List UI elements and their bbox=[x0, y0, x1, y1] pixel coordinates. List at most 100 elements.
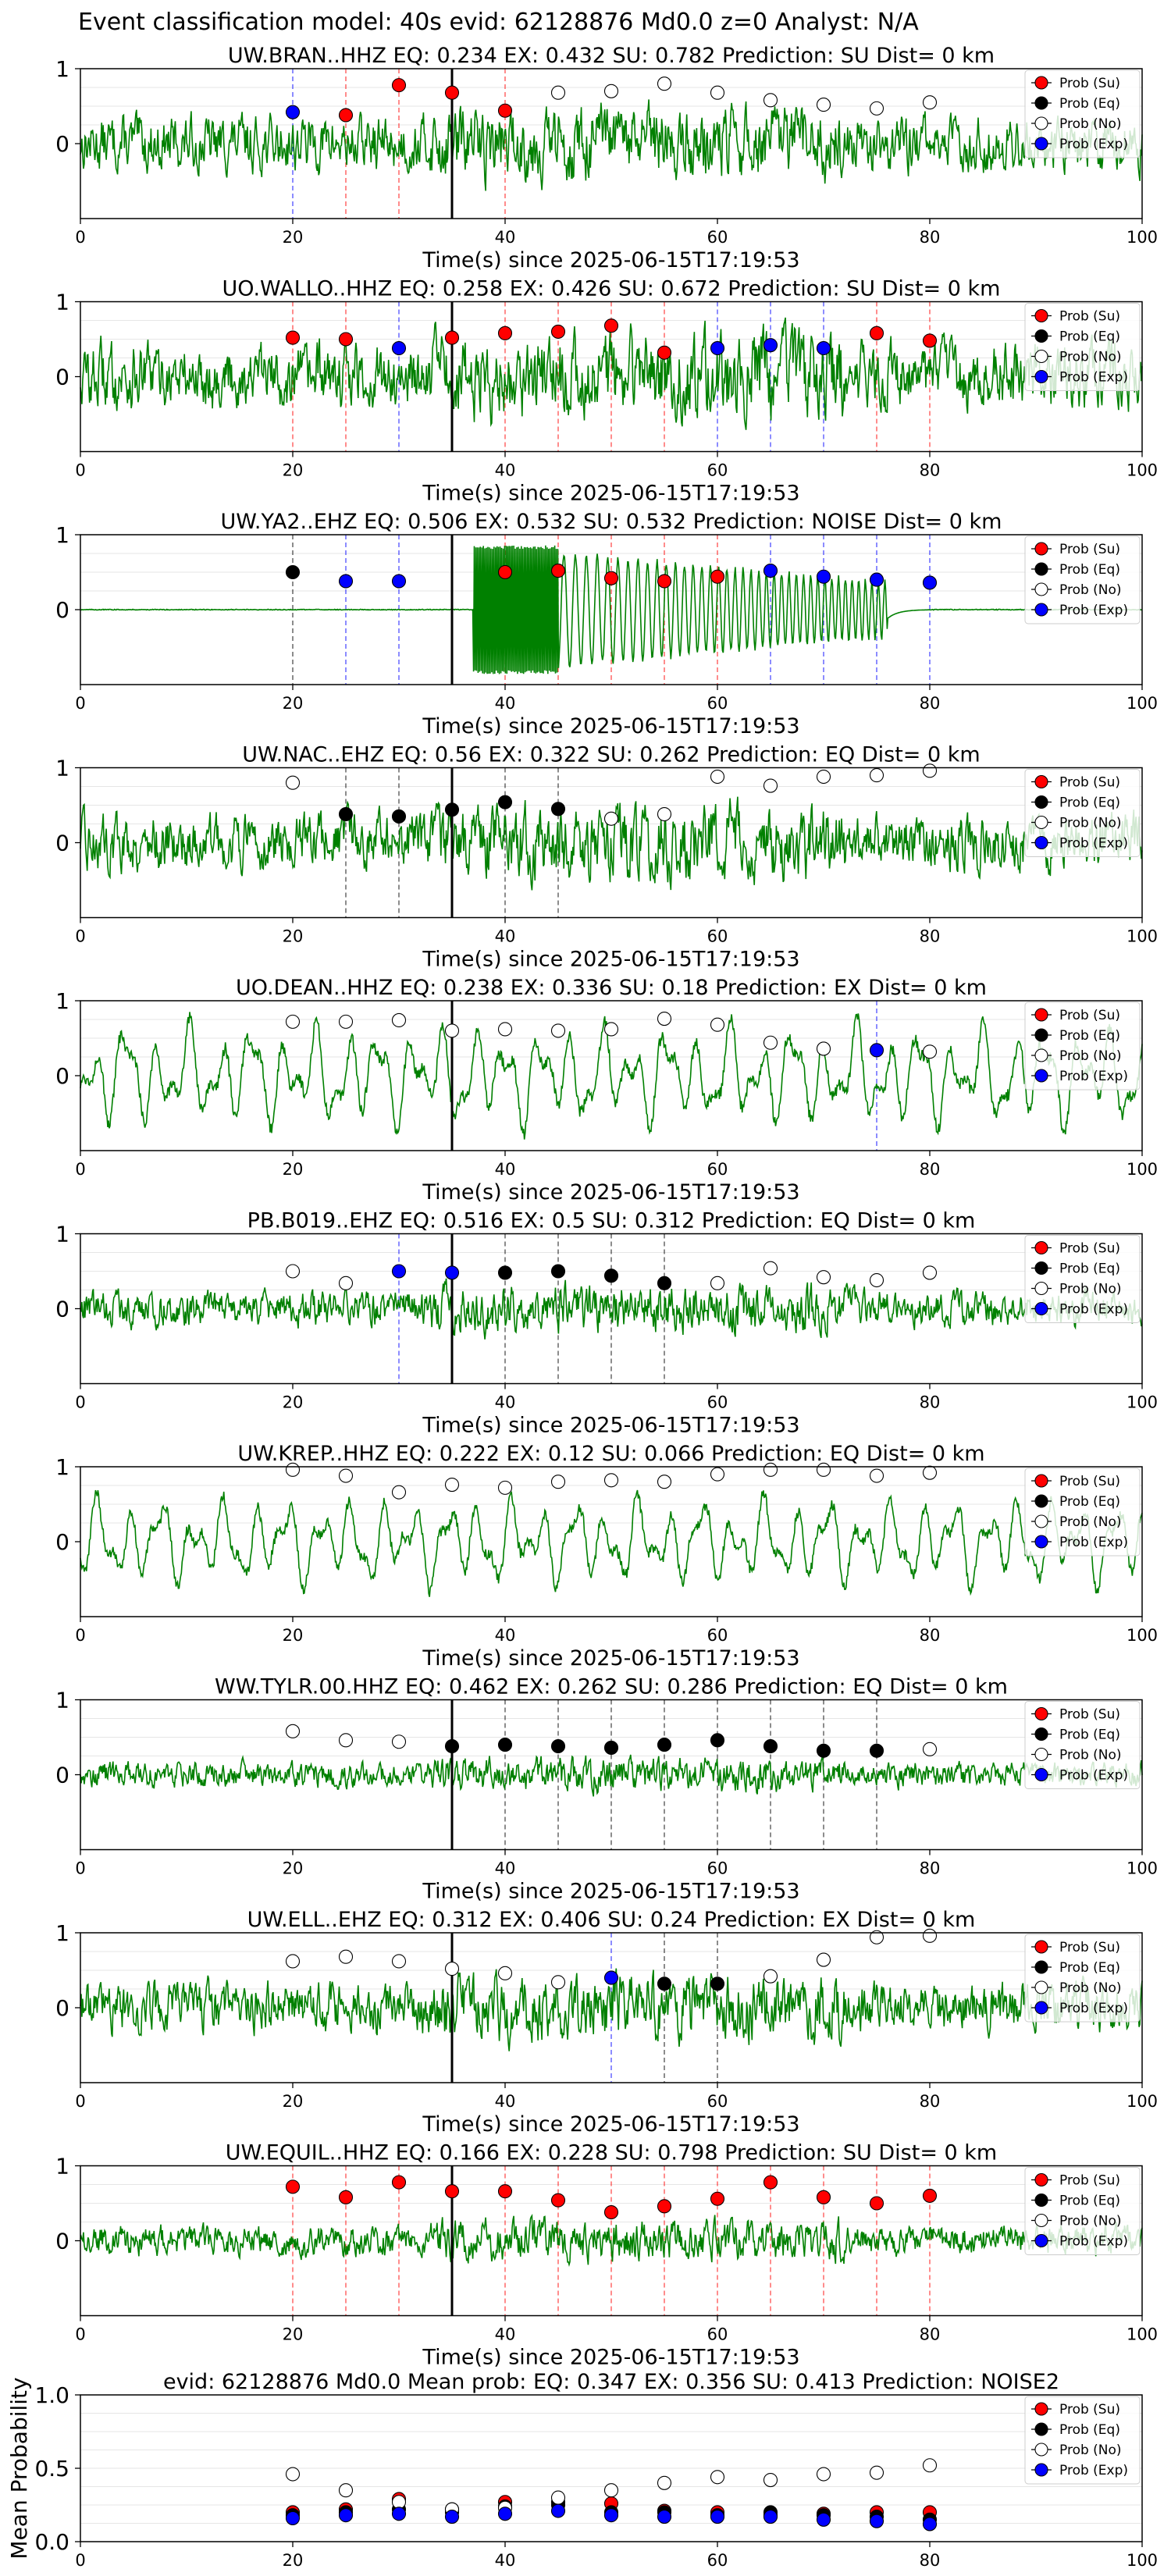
legend-no-icon bbox=[1034, 1281, 1048, 1296]
prob-eq-marker bbox=[603, 1268, 619, 1283]
waveform-panel: 0 20 40 60 80 100 0 1 PB.B019..EHZ EQ: 0.516 EX:… bbox=[55, 1209, 1158, 1438]
legend-no-icon bbox=[1034, 1048, 1048, 1062]
x-tick-label: 100 bbox=[1127, 2325, 1158, 2344]
legend-exp-label: Prob (Exp) bbox=[1059, 137, 1128, 152]
x-tick-label: 40 bbox=[495, 1160, 516, 1179]
prob-no-marker bbox=[444, 1023, 460, 1038]
legend-exp-label: Prob (Exp) bbox=[1059, 370, 1128, 386]
x-tick-label: 0 bbox=[75, 461, 85, 480]
y-tick-label: 1 bbox=[55, 1454, 69, 1480]
panel-title: UO.WALLO..HHZ EQ: 0.258 EX: 0.426 SU: 0.… bbox=[222, 277, 1001, 301]
y-tick-label: 0.5 bbox=[34, 2456, 69, 2482]
legend-eq-label: Prob (Eq) bbox=[1059, 2194, 1120, 2209]
prob-no-marker bbox=[391, 1485, 407, 1500]
legend-box bbox=[1024, 535, 1141, 624]
x-tick-label: 20 bbox=[283, 2325, 304, 2344]
x-tick-label: 60 bbox=[707, 694, 728, 713]
prob-no-marker bbox=[338, 1733, 354, 1748]
legend-box bbox=[1024, 2167, 1141, 2255]
x-tick-label: 40 bbox=[495, 1393, 516, 1412]
legend-exp-label: Prob (Exp) bbox=[1059, 1069, 1128, 1084]
x-tick-label: 80 bbox=[920, 1160, 941, 1179]
prob-su-marker bbox=[869, 326, 884, 340]
waveform-panel: 0 20 40 60 80 100 0 1 UW.YA2..EHZ EQ: 0.506 EX: … bbox=[55, 510, 1158, 738]
waveform-panel: 0 20 40 60 80 100 0 1 UW.EQUIL..HHZ EQ: 0.166 EX… bbox=[55, 2141, 1158, 2370]
prob-eq-marker bbox=[444, 1738, 460, 1754]
prob-no-marker bbox=[710, 1276, 725, 1290]
prob-no-marker bbox=[763, 1035, 778, 1050]
y-tick-label: 1 bbox=[55, 522, 69, 548]
mean-prob-exp-marker bbox=[444, 2509, 460, 2524]
seismogram-trace bbox=[80, 317, 1143, 430]
x-tick-label: 20 bbox=[283, 2551, 304, 2570]
legend-su-label: Prob (Su) bbox=[1059, 1707, 1120, 1723]
x-tick-label: 40 bbox=[495, 2551, 516, 2570]
legend-eq-icon bbox=[1034, 1494, 1048, 1508]
prob-no-marker bbox=[869, 768, 884, 783]
prob-su-marker bbox=[338, 2190, 354, 2204]
prob-exp-marker bbox=[391, 574, 407, 589]
seismogram-trace bbox=[80, 1753, 1143, 1797]
prob-no-marker bbox=[391, 1735, 407, 1749]
legend-no-label: Prob (No) bbox=[1059, 1748, 1122, 1763]
waveform-panel: 0 20 40 60 80 100 0 1 WW.TYLR.00.HHZ EQ: 0.462 E… bbox=[55, 1675, 1158, 1904]
y-tick-label: 0 bbox=[55, 597, 69, 623]
prob-eq-marker bbox=[869, 1743, 884, 1758]
y-axis-label: Mean Probability bbox=[6, 2377, 32, 2559]
x-tick-label: 40 bbox=[495, 2092, 516, 2111]
y-tick-label: 1 bbox=[55, 1222, 69, 1247]
legend-box bbox=[1024, 1701, 1141, 1789]
mean-prob-no-marker bbox=[763, 2472, 778, 2488]
prob-su-marker bbox=[444, 330, 460, 345]
prob-su-marker bbox=[869, 2196, 884, 2211]
legend-su-label: Prob (Su) bbox=[1059, 1241, 1120, 1257]
x-tick-label: 20 bbox=[283, 1160, 304, 1179]
legend-su-icon bbox=[1034, 542, 1048, 556]
y-tick-label: 1 bbox=[55, 756, 69, 781]
x-tick-label: 40 bbox=[495, 1626, 516, 1645]
mean-prob-no-marker bbox=[657, 2475, 672, 2490]
legend-eq-label: Prob (Eq) bbox=[1059, 329, 1120, 345]
legend-su-label: Prob (Su) bbox=[1059, 542, 1120, 557]
prob-no-marker bbox=[338, 1468, 354, 1483]
x-tick-label: 0 bbox=[75, 1859, 85, 1878]
prob-su-marker bbox=[338, 108, 354, 123]
legend-eq-label: Prob (Eq) bbox=[1059, 1261, 1120, 1277]
figure-title: Event classification model: 40s evid: 62… bbox=[78, 9, 919, 36]
prob-no-marker bbox=[657, 1475, 672, 1489]
y-tick-label: 0.0 bbox=[34, 2529, 69, 2555]
legend-exp-label: Prob (Exp) bbox=[1059, 603, 1128, 618]
mean-prob-exp-marker bbox=[816, 2512, 831, 2527]
legend-eq-icon bbox=[1034, 96, 1048, 110]
prob-exp-marker bbox=[391, 1264, 407, 1279]
prob-no-marker bbox=[603, 811, 619, 826]
x-axis-label: Time(s) since 2025-06-15T17:19:53 bbox=[422, 2346, 799, 2370]
prob-eq-marker bbox=[816, 1743, 831, 1758]
legend-no-label: Prob (No) bbox=[1059, 116, 1122, 132]
prob-su-marker bbox=[657, 345, 672, 360]
legend-exp-icon bbox=[1034, 1301, 1048, 1316]
mean-prob-no-marker bbox=[922, 2458, 938, 2473]
legend-eq-icon bbox=[1034, 1960, 1048, 1974]
legend-su-icon bbox=[1034, 1474, 1048, 1488]
legend-no-label: Prob (No) bbox=[1059, 582, 1122, 598]
legend-no-icon bbox=[1034, 1980, 1048, 1994]
legend-eq-label: Prob (Eq) bbox=[1059, 1028, 1120, 1044]
x-tick-label: 40 bbox=[495, 927, 516, 946]
prob-su-marker bbox=[603, 571, 619, 585]
prob-su-marker bbox=[603, 2204, 619, 2220]
mean-prob-exp-marker bbox=[497, 2507, 513, 2521]
legend-exp-icon bbox=[1034, 835, 1048, 850]
x-tick-label: 60 bbox=[707, 2092, 728, 2111]
x-tick-label: 80 bbox=[920, 694, 941, 713]
x-tick-label: 40 bbox=[495, 1859, 516, 1878]
prob-exp-marker bbox=[603, 1970, 619, 1985]
prob-eq-marker bbox=[710, 1976, 725, 1991]
y-tick-label: 1 bbox=[55, 290, 69, 315]
panel-title: UW.BRAN..HHZ EQ: 0.234 EX: 0.432 SU: 0.7… bbox=[228, 44, 995, 68]
legend-eq-icon bbox=[1034, 2193, 1048, 2208]
x-tick-label: 20 bbox=[283, 1626, 304, 1645]
prob-eq-marker bbox=[338, 806, 354, 822]
mean-prob-no-marker bbox=[603, 2483, 619, 2498]
